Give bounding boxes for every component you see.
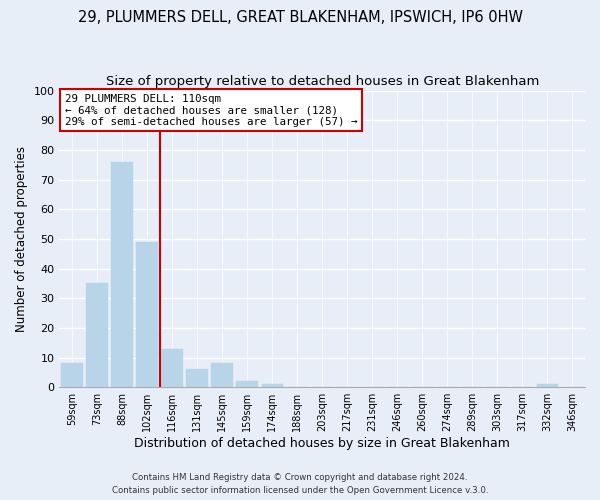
Text: Contains HM Land Registry data © Crown copyright and database right 2024.
Contai: Contains HM Land Registry data © Crown c… xyxy=(112,473,488,495)
Bar xyxy=(61,364,83,387)
Text: 29, PLUMMERS DELL, GREAT BLAKENHAM, IPSWICH, IP6 0HW: 29, PLUMMERS DELL, GREAT BLAKENHAM, IPSW… xyxy=(77,10,523,25)
Bar xyxy=(112,162,133,387)
X-axis label: Distribution of detached houses by size in Great Blakenham: Distribution of detached houses by size … xyxy=(134,437,510,450)
Title: Size of property relative to detached houses in Great Blakenham: Size of property relative to detached ho… xyxy=(106,75,539,88)
Bar xyxy=(262,384,283,387)
Bar xyxy=(211,364,233,387)
Bar xyxy=(136,242,158,387)
Bar xyxy=(161,348,182,387)
Y-axis label: Number of detached properties: Number of detached properties xyxy=(15,146,28,332)
Bar xyxy=(187,370,208,387)
Text: 29 PLUMMERS DELL: 110sqm
← 64% of detached houses are smaller (128)
29% of semi-: 29 PLUMMERS DELL: 110sqm ← 64% of detach… xyxy=(65,94,357,126)
Bar xyxy=(537,384,558,387)
Bar xyxy=(236,382,258,387)
Bar xyxy=(86,284,107,387)
